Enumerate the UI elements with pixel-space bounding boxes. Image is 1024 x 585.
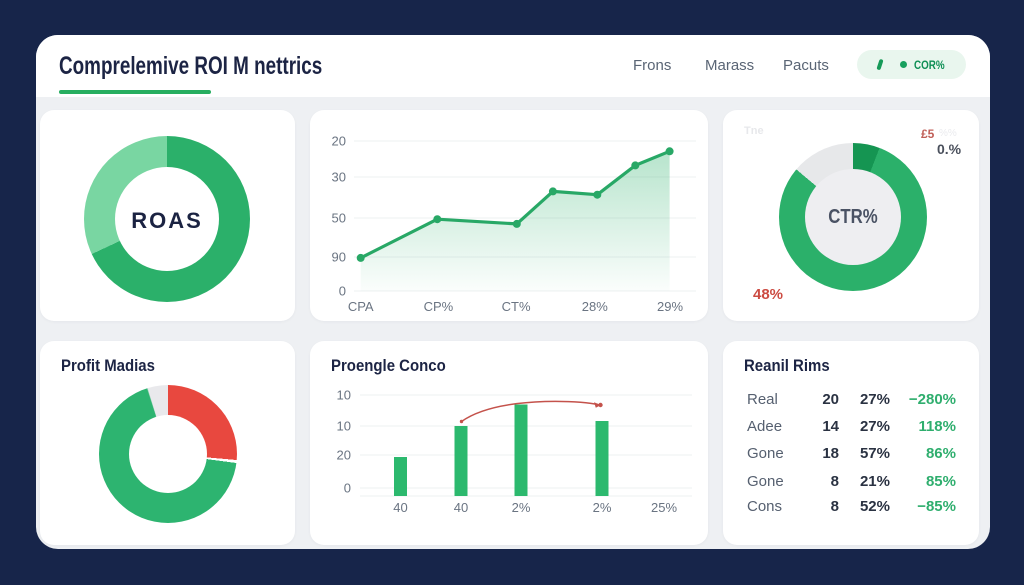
svg-text:0: 0	[344, 481, 351, 496]
svg-text:2%: 2%	[512, 500, 531, 515]
svg-text:90: 90	[332, 250, 346, 265]
svg-text:40: 40	[393, 500, 407, 515]
svg-text:CPA: CPA	[348, 299, 374, 314]
svg-text:25%: 25%	[651, 500, 677, 515]
svg-text:40: 40	[454, 500, 468, 515]
svg-text:28%: 28%	[582, 299, 608, 314]
svg-text:0: 0	[339, 284, 346, 299]
svg-text:20: 20	[332, 134, 346, 149]
svg-text:50: 50	[332, 211, 346, 226]
svg-text:10: 10	[337, 388, 351, 403]
svg-text:30: 30	[332, 170, 346, 185]
svg-text:29%: 29%	[657, 299, 683, 314]
svg-text:20: 20	[337, 448, 351, 463]
svg-text:2%: 2%	[593, 500, 612, 515]
svg-text:CP%: CP%	[424, 299, 454, 314]
svg-text:10: 10	[337, 419, 351, 434]
svg-text:CT%: CT%	[502, 299, 531, 314]
